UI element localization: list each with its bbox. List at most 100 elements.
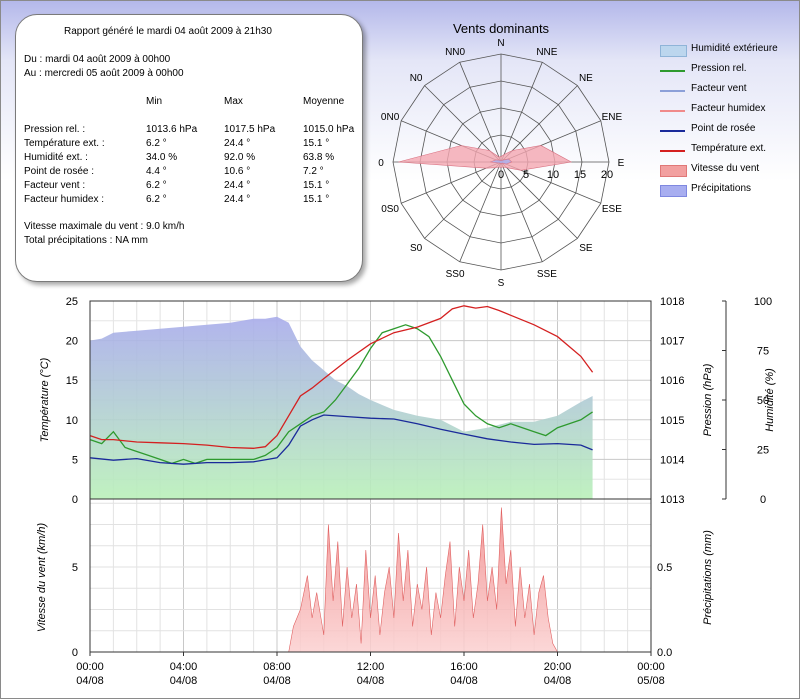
wind-rose-spoke (500, 85, 578, 163)
y3-tick-label: 25 (757, 445, 769, 457)
row-label: Humidité ext. : (24, 152, 88, 163)
wind-rose-series (398, 145, 573, 171)
wind-rose-direction-label: E (618, 158, 625, 169)
wind-rose-spoke (424, 161, 502, 239)
y-axis-title: Vitesse du vent (km/h) (36, 523, 48, 633)
wind-rose-radial-tick: 10 (547, 169, 559, 181)
y3-tick-label: 50 (757, 395, 769, 407)
series-line (89, 414, 593, 465)
chart-legend: Humidité extérieure Pression rel. Facteu… (655, 43, 795, 203)
total-precip-text: Total précipitations : NA mm (24, 235, 148, 246)
x-tick-label-date: 04/08 (263, 675, 291, 687)
legend-item: Humidité extérieure (655, 43, 795, 63)
legend-swatch (660, 110, 685, 112)
row-min: 1013.6 hPa (146, 124, 198, 135)
legend-item: Point de rosée (655, 123, 795, 143)
wind-rose-direction-label: ESE (602, 204, 622, 215)
legend-label: Facteur humidex (691, 103, 766, 114)
row-max: 10.6 ° (224, 166, 251, 177)
row-label: Point de rosée : (24, 166, 95, 177)
wind-rose-title: Vents dominants (453, 21, 550, 36)
x-tick-label-time: 00:00 (76, 661, 104, 673)
report-to: Au : mercredi 05 août 2009 à 00h00 (24, 68, 184, 79)
legend-swatch (660, 185, 687, 197)
report-summary-panel: Rapport généré le mardi 04 août 2009 à 2… (15, 14, 363, 282)
row-max: 24.4 ° (224, 138, 251, 149)
y-tick-label: 15 (66, 375, 78, 387)
y2-axis-title: Pression (hPa) (702, 363, 714, 436)
wind-rose-radial-tick: 5 (523, 169, 529, 181)
row-label: Facteur vent : (24, 180, 86, 191)
legend-swatch (660, 165, 687, 177)
row-label: Pression rel. : (24, 124, 86, 135)
wind-rose-direction-label: 0S0 (381, 204, 399, 215)
time-series-chart: 0510152025101310141015101610171018025507… (36, 296, 776, 687)
y3-tick-label: 0 (760, 494, 766, 506)
y2-tick-label: 1017 (660, 336, 684, 348)
x-tick-label-date: 04/08 (170, 675, 198, 687)
wind-rose-radial-tick: 15 (574, 169, 586, 181)
series-line (89, 324, 593, 465)
col-header-max: Max (224, 96, 243, 107)
row-avg: 7.2 ° (303, 166, 324, 177)
wind-rose-chart: Vents dominants N NNE NE ENE E ESE SE SSE S SS0 S0 0… (378, 21, 625, 289)
wind-rose-spoke (500, 161, 543, 262)
wind-rose-spoke (401, 161, 502, 204)
legend-item: Température ext. (655, 143, 795, 163)
legend-label: Facteur vent (691, 83, 747, 94)
wind-rose-direction-label: NNE (536, 47, 557, 58)
wind-rose-radial-tick: 0 (498, 169, 504, 181)
legend-label: Température ext. (691, 143, 767, 154)
x-tick-label-date: 04/08 (357, 675, 385, 687)
legend-item: Vitesse du vent (655, 163, 795, 183)
wind-rose-direction-label: N (497, 38, 504, 49)
y2-tick-label: 1016 (660, 375, 684, 387)
series-area (90, 316, 593, 499)
wind-rose-spoke (500, 62, 543, 163)
y2-axis-title: Précipitations (mm) (702, 530, 714, 625)
legend-item: Précipitations (655, 183, 795, 203)
row-min: 34.0 % (146, 152, 178, 163)
y-tick-label: 5 (72, 454, 78, 466)
max-wind-text: Vitesse maximale du vent : 9.0 km/h (24, 221, 185, 232)
wind-rose-direction-label: SSE (537, 269, 557, 280)
legend-label: Point de rosée (691, 123, 756, 134)
y-tick-label: 5 (72, 562, 78, 574)
legend-swatch (660, 150, 685, 152)
row-avg: 63.8 % (303, 152, 335, 163)
legend-label: Vitesse du vent (691, 163, 760, 174)
series-line (89, 305, 594, 449)
row-avg: 15.1 ° (303, 138, 330, 149)
wind-rose-direction-label: 0N0 (381, 112, 400, 123)
wind-rose-series (490, 158, 513, 165)
row-min: 6.2 ° (146, 180, 167, 191)
row-max: 24.4 ° (224, 194, 251, 205)
row-avg: 15.1 ° (303, 180, 330, 191)
wind-rose-direction-label: NE (579, 73, 593, 84)
wind-rose-spoke (459, 62, 502, 163)
wind-rose-spoke (500, 161, 578, 239)
legend-label: Pression rel. (691, 63, 747, 74)
wind-rose-direction-label: SE (579, 243, 593, 254)
wind-rose-direction-label: S0 (410, 243, 423, 254)
y2-tick-label: 1013 (660, 494, 684, 506)
legend-item: Pression rel. (655, 63, 795, 83)
x-tick-label-time: 20:00 (544, 661, 572, 673)
y-axis-title: Température (°C) (39, 357, 51, 442)
y2-tick-label: 0.0 (657, 647, 672, 659)
x-tick-label-date: 04/08 (76, 675, 104, 687)
y2-tick-label: 1014 (660, 454, 684, 466)
legend-swatch (660, 130, 685, 132)
legend-swatch (660, 45, 687, 57)
y3-tick-label: 75 (757, 346, 769, 358)
wind-rose-spoke (459, 161, 502, 262)
row-avg: 15.1 ° (303, 194, 330, 205)
y2-tick-label: 1015 (660, 415, 684, 427)
row-max: 92.0 % (224, 152, 256, 163)
row-min: 6.2 ° (146, 138, 167, 149)
row-avg: 1015.0 hPa (303, 124, 355, 135)
row-label: Facteur humidex : (24, 194, 105, 205)
x-tick-label-time: 16:00 (450, 661, 478, 673)
y-tick-label: 10 (66, 415, 78, 427)
